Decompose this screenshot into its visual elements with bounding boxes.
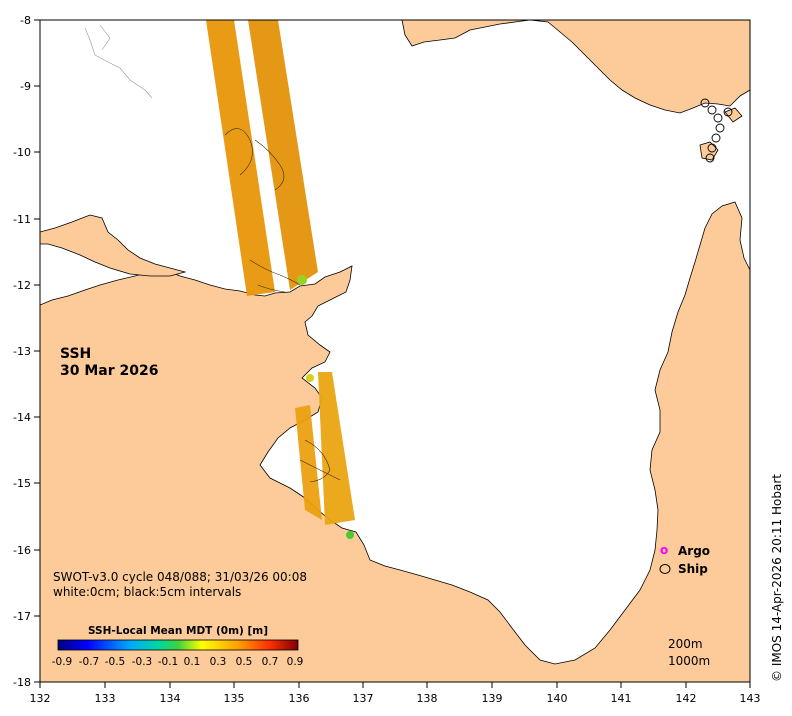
- land-new-guinea: [401, 20, 750, 114]
- swot-info-line2: white:0cm; black:5cm intervals: [53, 585, 241, 599]
- depth-label-1000m: 1000m: [668, 654, 710, 668]
- lat-label-8: -8: [20, 14, 31, 27]
- colorbar-tick: -0.3: [132, 656, 153, 668]
- tick-marks: [34, 19, 751, 688]
- lat-label-17: -17: [13, 610, 31, 623]
- colorbar-tick: 0.1: [184, 656, 201, 668]
- argo-symbol: o: [660, 543, 668, 557]
- swot-swath-upper-right: [248, 20, 318, 290]
- colorbar-tick: -0.7: [79, 656, 100, 668]
- colorbar-title: SSH-Local Mean MDT (0m) [m]: [88, 625, 268, 637]
- colorbar-tick: 0.9: [287, 656, 304, 668]
- lon-label-135: 135: [224, 692, 245, 705]
- lat-label-18: -18: [13, 676, 31, 689]
- ship-legend-symbol: [659, 564, 671, 574]
- colorbar: [57, 639, 299, 651]
- colorbar-tick: -0.1: [158, 656, 179, 668]
- lon-label-139: 139: [482, 692, 503, 705]
- swot-swath-upper-left: [206, 20, 275, 296]
- lat-tick-labels: -8 -9 -10 -11 -12 -13 -14 -15 -16 -17 -1…: [13, 14, 31, 689]
- variable-label: SSH: [60, 346, 91, 362]
- ssh-patch-darwin: [297, 275, 307, 285]
- ssh-patch-cobourg: [306, 374, 314, 382]
- colorbar-tick: -0.9: [52, 656, 73, 668]
- ship-track: [700, 98, 733, 163]
- lon-label-133: 133: [95, 692, 116, 705]
- lon-label-141: 141: [611, 692, 632, 705]
- lon-label-142: 142: [676, 692, 697, 705]
- lon-label-136: 136: [289, 692, 310, 705]
- imos-credit: © IMOS 14-Apr-2026 20:11 Hobart: [770, 474, 784, 682]
- ssh-contours: [224, 128, 341, 483]
- lat-label-12: -12: [13, 279, 31, 292]
- lat-label-14: -14: [13, 411, 31, 424]
- lon-label-137: 137: [353, 692, 374, 705]
- swot-info-line1: SWOT-v3.0 cycle 048/088; 31/03/26 00:08: [53, 570, 307, 584]
- lon-label-140: 140: [547, 692, 568, 705]
- land-top-end: [40, 201, 750, 682]
- colorbar-ticks: -0.9 -0.7 -0.5 -0.3 -0.1 0.1 0.3 0.5 0.7…: [52, 656, 304, 668]
- lat-label-13: -13: [13, 345, 31, 358]
- swot-swath-lower-right: [318, 372, 355, 525]
- lon-label-143: 143: [740, 692, 761, 705]
- land-cape-york-islands: [699, 107, 743, 161]
- lon-label-138: 138: [417, 692, 438, 705]
- lat-label-10: -10: [13, 146, 31, 159]
- argo-legend-label: Argo: [678, 544, 710, 558]
- ship-legend-label: Ship: [678, 562, 708, 576]
- colorbar-tick: -0.5: [105, 656, 126, 668]
- ssh-patch-groote: [346, 531, 354, 539]
- lat-label-16: -16: [13, 544, 31, 557]
- lon-label-132: 132: [30, 692, 51, 705]
- colorbar-tick: 0.7: [262, 656, 279, 668]
- colorbar-tick: 0.3: [210, 656, 227, 668]
- lon-tick-labels: 132 133 134 135 136 137 138 139 140 141 …: [30, 692, 761, 705]
- date-label: 30 Mar 2026: [60, 363, 158, 379]
- lat-label-11: -11: [13, 213, 31, 226]
- depth-label-200m: 200m: [668, 637, 703, 651]
- land-tiwi-islands: [40, 214, 187, 277]
- lat-label-9: -9: [20, 80, 31, 93]
- swot-swath-lower-left: [295, 405, 322, 520]
- colorbar-tick: 0.5: [236, 656, 253, 668]
- lat-label-15: -15: [13, 477, 31, 490]
- lon-label-134: 134: [160, 692, 181, 705]
- timor-outline: [84, 24, 153, 99]
